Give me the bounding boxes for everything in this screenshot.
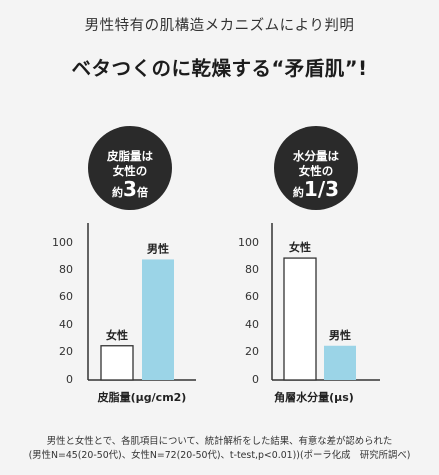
sebum-y-tick: 40 (59, 318, 73, 331)
moisture-y-tick: 80 (245, 263, 259, 276)
sebum-y-tick: 100 (52, 236, 73, 249)
moisture-bar-label-female: 女性 (289, 240, 311, 254)
moisture-y-tick: 100 (238, 236, 259, 249)
sebum-y-tick: 0 (66, 373, 73, 386)
sebum-badge-line2: 女性の (113, 164, 148, 178)
sebum-badge-ratio: 約3倍 (112, 177, 148, 201)
moisture-y-tick: 60 (245, 290, 259, 303)
moisture-bar-male (324, 345, 356, 380)
sebum-badge-line1: 皮脂量は (106, 149, 153, 163)
footnote-line-1: 男性と女性とで、各肌項目について、統計解析をした結果、有意な差が認められた (46, 436, 393, 447)
moisture-y-tick: 40 (245, 318, 259, 331)
moisture-badge-ratio: 約1/3 (293, 177, 339, 201)
sebum-badge-suffix: 倍 (137, 185, 148, 199)
sebum-y-ticks: 100 80 60 40 20 0 (52, 236, 73, 386)
sebum-bar-label-female: 女性 (106, 328, 128, 342)
moisture-y-tick: 20 (245, 345, 259, 358)
moisture-bar-female (283, 257, 317, 381)
moisture-badge (274, 126, 358, 210)
moisture-badge-line2: 女性の (299, 164, 334, 178)
moisture-bar-label-male: 男性 (329, 328, 351, 342)
moisture-badge-line1: 水分量は (293, 149, 339, 163)
sebum-bar-label-male: 男性 (147, 241, 169, 255)
footnote-line-2: (男性N=45(20-50代)、女性N=72(20-50代)、t-test,p<… (28, 450, 411, 461)
sebum-badge-prefix: 約 (112, 185, 123, 199)
sebum-bar-male (142, 259, 174, 380)
moisture-badge-prefix: 約 (293, 185, 304, 199)
moisture-y-tick: 0 (252, 373, 259, 386)
sebum-badge-value: 3 (123, 177, 137, 201)
sebum-x-label: 皮脂量(μg/cm2) (97, 390, 187, 404)
sebum-y-tick: 60 (59, 290, 73, 303)
moisture-y-ticks: 100 80 60 40 20 0 (238, 236, 259, 386)
subtitle: 男性特有の肌構造メカニズムにより判明 (84, 18, 355, 34)
sebum-y-tick: 20 (59, 345, 73, 358)
sebum-badge (88, 126, 172, 210)
sebum-bar-female (100, 345, 134, 381)
moisture-chart: 水分量は 女性の 約1/3 100 80 60 40 20 0 女性 男性 角層… (238, 126, 380, 404)
sebum-y-tick: 80 (59, 263, 73, 276)
headline: ベタつくのに乾燥する“矛盾肌”! (71, 57, 368, 80)
sebum-chart: 皮脂量は 女性の 約3倍 100 80 60 40 20 0 女性 男性 皮脂量… (52, 126, 196, 404)
moisture-x-label: 角層水分量(μs) (274, 390, 354, 404)
moisture-badge-value: 1/3 (304, 177, 339, 201)
